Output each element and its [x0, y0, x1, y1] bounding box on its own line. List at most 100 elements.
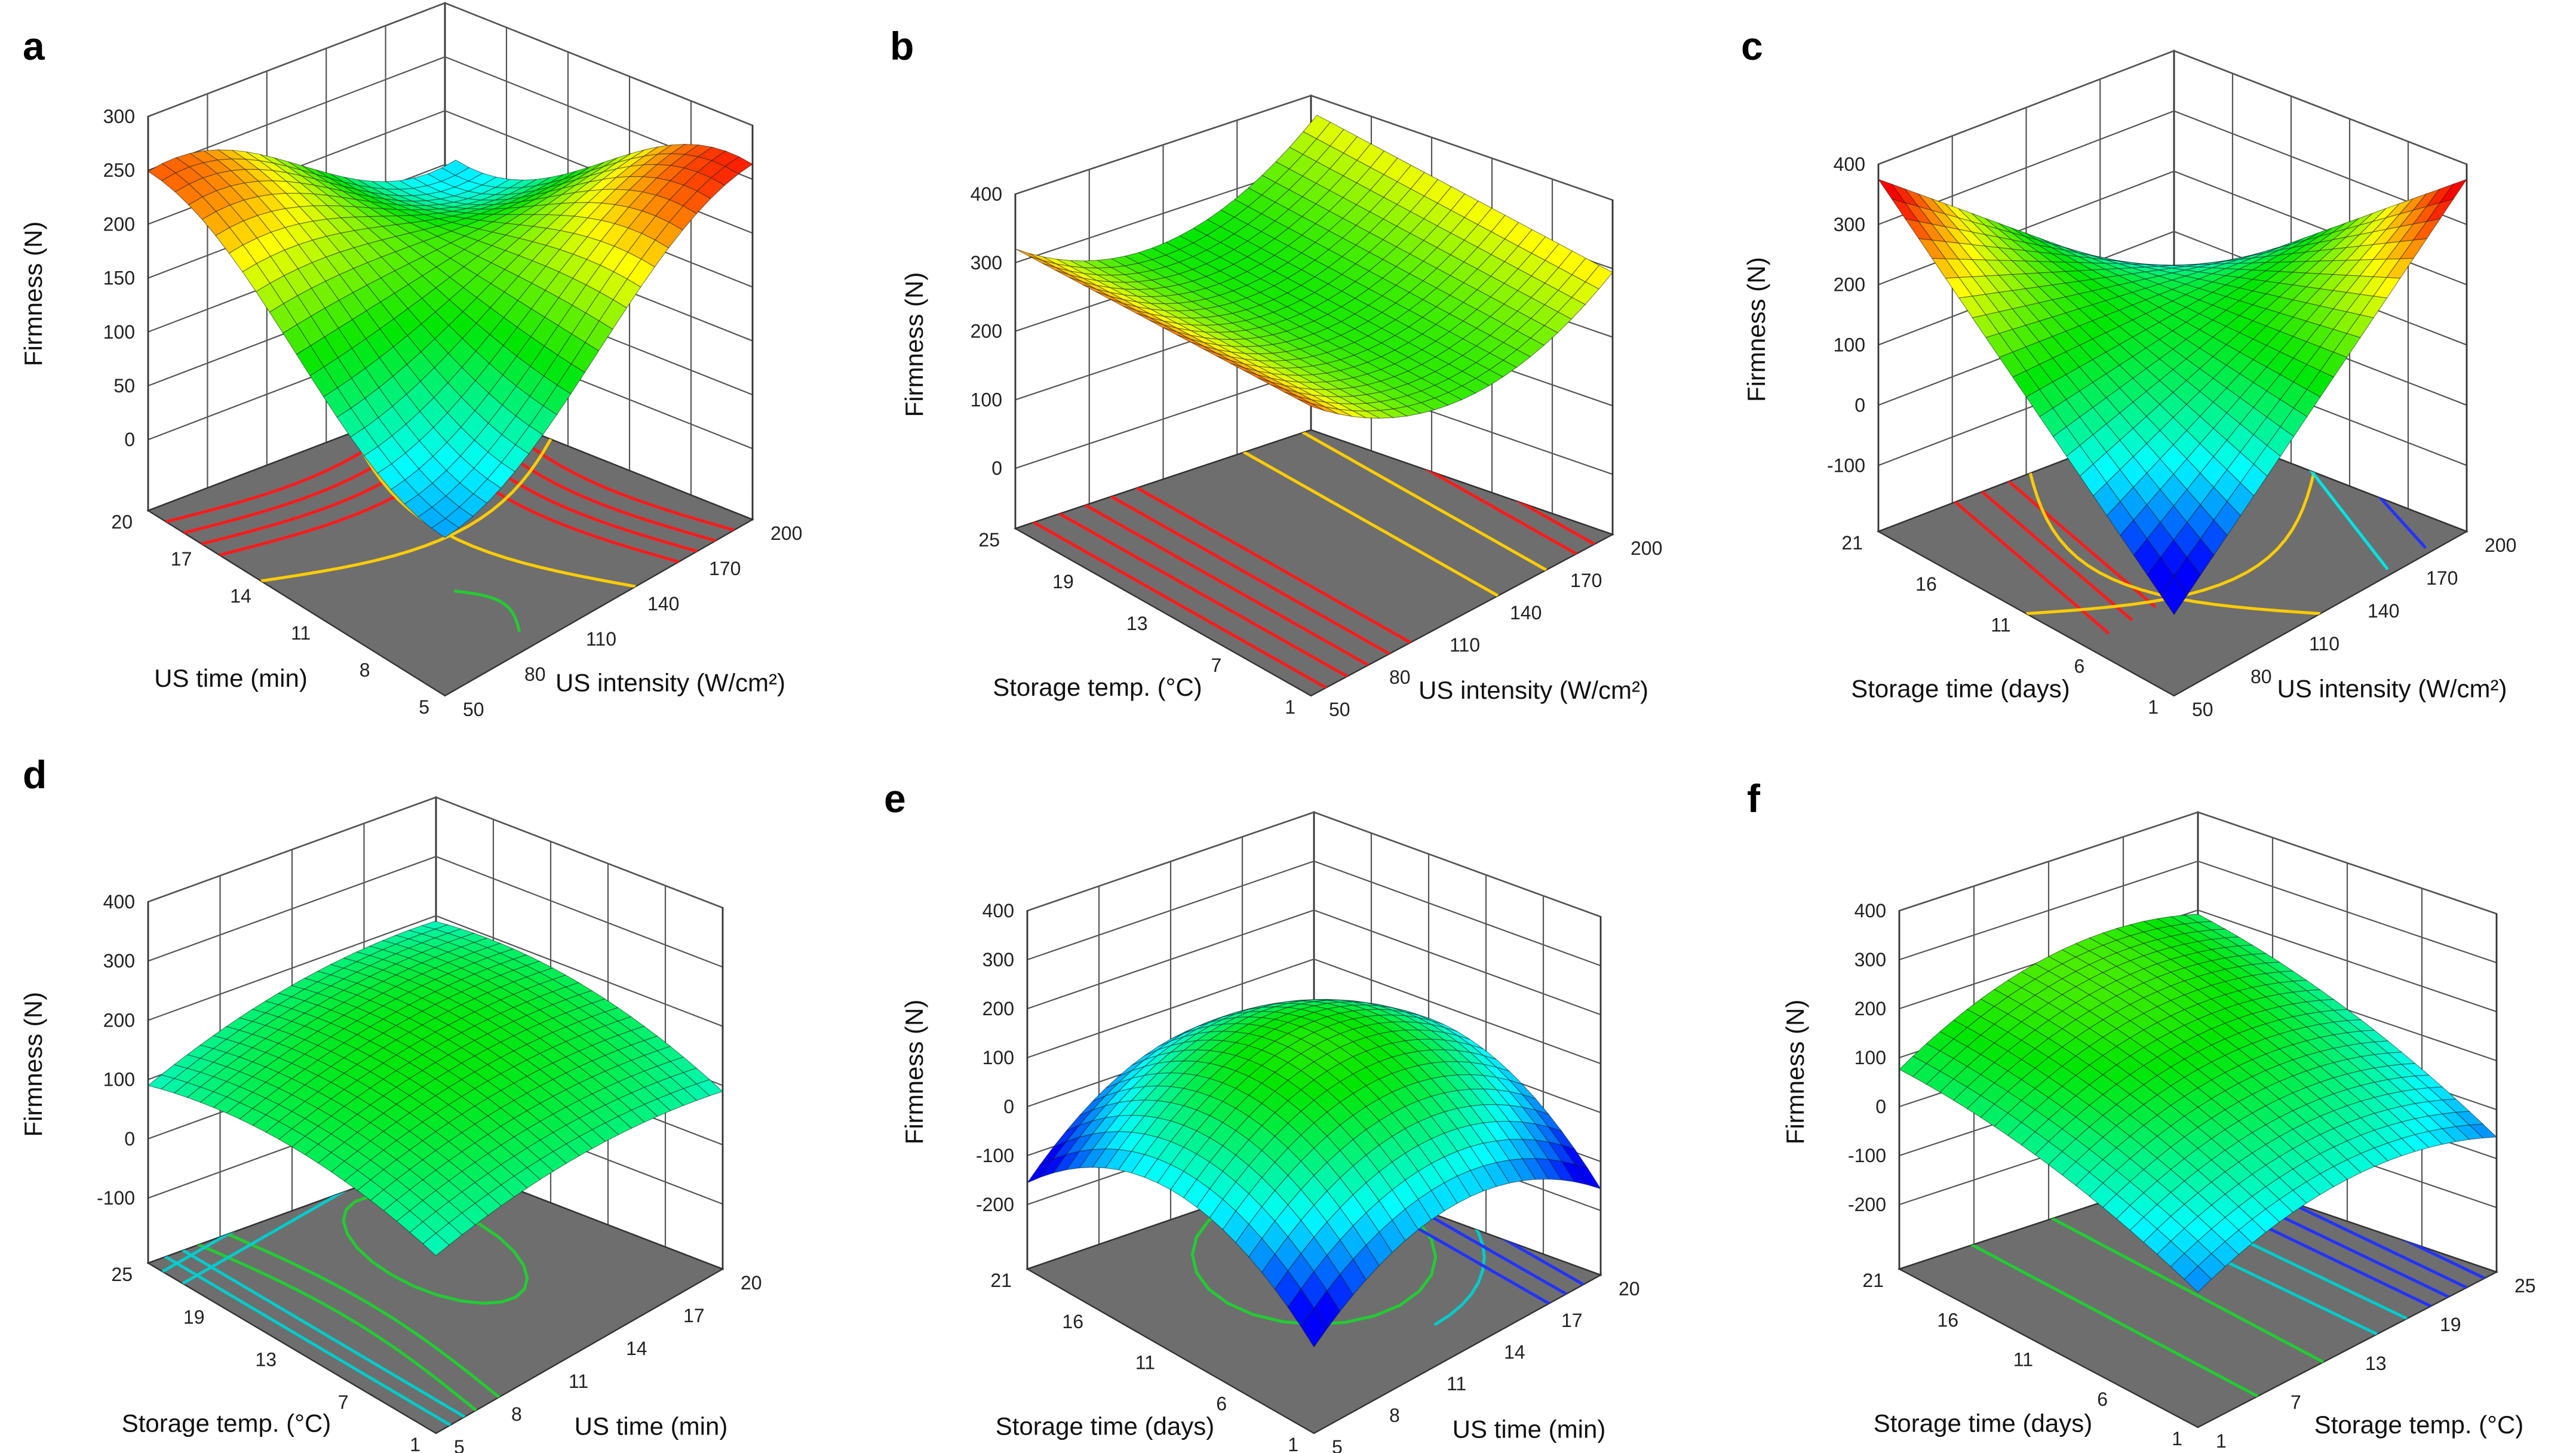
- y-axis-label: US intensity (W/cm²): [1419, 676, 1648, 704]
- x-axis-label: Storage time (days): [1851, 675, 2070, 703]
- z-tick-label: 150: [103, 268, 135, 289]
- y-axis-label: Storage temp. (°C): [2314, 1411, 2524, 1439]
- z-axis-label: Firmness (N): [1742, 257, 1770, 402]
- z-tick-label: 0: [124, 429, 135, 450]
- panel-letter: e: [884, 776, 906, 821]
- z-tick-label: 50: [113, 375, 135, 397]
- x-tick-label: 13: [1126, 613, 1148, 634]
- contour-line: [2024, 1202, 2325, 1364]
- z-gridline: [1899, 860, 2497, 964]
- x-tick-label: 6: [1216, 1393, 1227, 1414]
- z-gridline: [148, 56, 753, 180]
- y-tick-label: 200: [2485, 534, 2516, 556]
- y-tick-label: 19: [2440, 1314, 2461, 1335]
- y-axis-label: US intensity (W/cm²): [2277, 675, 2507, 703]
- panel-letter: a: [23, 24, 45, 68]
- x-tick-label: 14: [230, 585, 251, 607]
- y-tick-label: 1: [2216, 1430, 2227, 1452]
- x-tick-label: 19: [183, 1306, 205, 1328]
- z-tick-label: 300: [1855, 949, 1886, 970]
- response-surface: [1015, 115, 1613, 419]
- z-tick-label: 400: [1834, 153, 1865, 175]
- z-tick-label: 200: [982, 998, 1014, 1019]
- contour-line: [1201, 430, 1499, 597]
- z-tick-label: -200: [976, 1194, 1014, 1215]
- contour-line: [1030, 519, 1327, 689]
- contour-line: [1968, 479, 2133, 622]
- y-tick-label: 8: [1389, 1405, 1400, 1426]
- x-tick-label: 7: [1211, 655, 1221, 676]
- z-tick-label: 300: [1834, 214, 1865, 235]
- z-axis-label: Firmness (N): [19, 222, 47, 367]
- x-tick-label: 8: [360, 659, 370, 681]
- z-tick-label: 300: [982, 949, 1014, 970]
- y-tick-label: 110: [2309, 633, 2339, 655]
- surface-facet: [2160, 575, 2188, 616]
- z-gridline: [148, 915, 723, 1027]
- y-axis-label: US time (min): [1453, 1415, 1606, 1443]
- response-surface: [147, 921, 724, 1257]
- contour-line: [182, 1159, 471, 1285]
- y-tick-label: 80: [1389, 666, 1411, 688]
- z-tick-label: 200: [1834, 274, 1865, 296]
- y-tick-label: 80: [524, 663, 546, 685]
- y-tick-label: 11: [1447, 1373, 1466, 1394]
- y-tick-label: 20: [1619, 1278, 1640, 1300]
- x-tick-label: 13: [255, 1349, 277, 1371]
- contour-line: [2297, 453, 2389, 570]
- z-tick-label: 400: [103, 891, 135, 913]
- panel-letter: f: [1747, 776, 1761, 821]
- z-gridline: [1899, 909, 2497, 1013]
- z-tick-label: 400: [971, 183, 1002, 205]
- panel-letter: d: [23, 752, 47, 797]
- y-tick-label: 50: [463, 699, 484, 720]
- response-surface: [147, 143, 754, 538]
- x-tick-label: 1: [1285, 696, 1295, 718]
- z-tick-label: 100: [103, 321, 135, 343]
- contour-line: [1114, 474, 1411, 644]
- y-tick-label: 14: [626, 1338, 647, 1359]
- y-tick-label: 7: [2291, 1391, 2301, 1413]
- z-tick-label: 200: [103, 213, 135, 235]
- contour-line: [2023, 449, 2321, 615]
- y-axis-label: US time (min): [575, 1412, 728, 1440]
- y-tick-label: 25: [2514, 1275, 2536, 1297]
- y-tick-label: 170: [2426, 567, 2458, 589]
- z-tick-label: 200: [971, 321, 1002, 342]
- x-tick-label: 7: [338, 1391, 349, 1413]
- x-tick-label: 1: [2172, 1428, 2182, 1449]
- x-tick-label: 5: [419, 696, 429, 718]
- x-tick-label: 25: [978, 529, 1000, 551]
- y-tick-label: 170: [709, 558, 741, 579]
- z-tick-label: 0: [1003, 1096, 1014, 1117]
- y-tick-label: 5: [1332, 1436, 1343, 1453]
- contour-line: [436, 397, 735, 532]
- z-gridline: [1878, 110, 2467, 225]
- panel-letter: b: [890, 24, 914, 68]
- z-tick-label: 0: [991, 457, 1002, 479]
- y-tick-label: 80: [2250, 666, 2272, 687]
- y-tick-label: 50: [2192, 699, 2213, 720]
- surface-facet: [422, 1233, 450, 1257]
- x-tick-label: 17: [171, 548, 192, 570]
- z-tick-label: 100: [103, 1069, 135, 1090]
- x-tick-label: 1: [410, 1434, 420, 1453]
- contour-line: [188, 1239, 477, 1412]
- x-axis-label: US time (min): [154, 664, 308, 692]
- x-tick-label: 19: [1052, 571, 1074, 592]
- x-axis-label: Storage temp. (°C): [122, 1409, 331, 1437]
- y-tick-label: 170: [1570, 570, 1602, 591]
- contour-line: [260, 404, 570, 583]
- z-gridline: [148, 2, 753, 127]
- z-gridline: [148, 856, 723, 968]
- x-tick-label: 21: [1841, 532, 1863, 554]
- x-tick-label: 16: [1915, 573, 1937, 595]
- contour-line: [161, 1254, 452, 1427]
- surface-panel-e: e-200-1000100200300400161116215811141720…: [884, 776, 1640, 1453]
- z-tick-label: 0: [1875, 1096, 1886, 1117]
- y-tick-label: 20: [741, 1272, 762, 1294]
- contour-lines: [1945, 449, 2427, 635]
- z-axis-label: Firmness (N): [900, 1000, 928, 1145]
- y-tick-label: 140: [647, 593, 679, 615]
- z-tick-label: 100: [1855, 1047, 1886, 1068]
